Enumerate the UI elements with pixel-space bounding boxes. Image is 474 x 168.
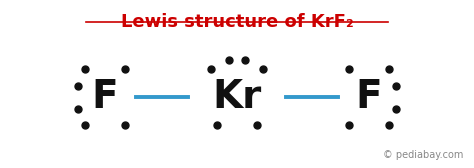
Text: Lewis structure of KrF₂: Lewis structure of KrF₂ [120,13,354,31]
Text: Kr: Kr [212,78,262,116]
Text: © pediabay.com: © pediabay.com [383,150,463,160]
Text: F: F [92,78,118,116]
Text: F: F [356,78,382,116]
